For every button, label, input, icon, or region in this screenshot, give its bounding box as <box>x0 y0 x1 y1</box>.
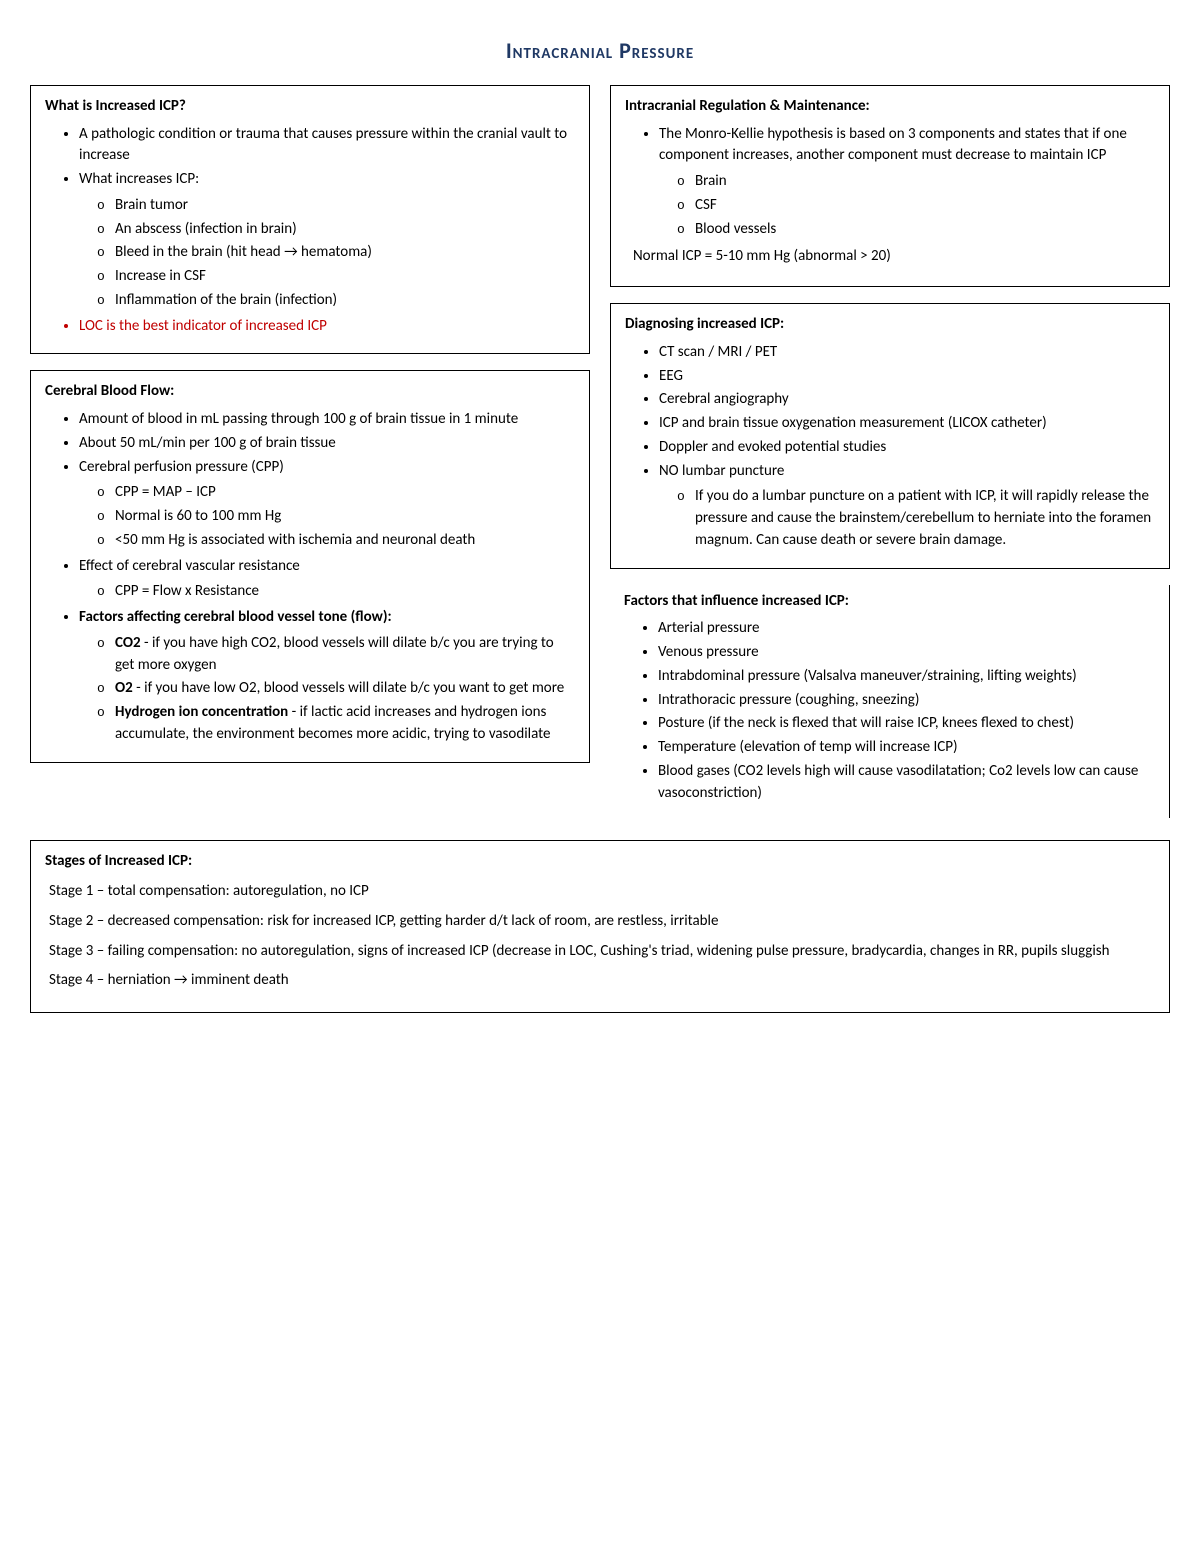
list-item: Factors affecting cerebral blood vessel … <box>79 607 575 746</box>
sub-rest: - if you have high CO2, blood vessels wi… <box>115 634 554 674</box>
box-heading: What is Increased ICP? <box>45 96 575 118</box>
page-title: Intracranial Pressure <box>30 35 1170 67</box>
sub-item: Bleed in the brain (hit head → hematoma) <box>115 242 575 264</box>
sub-item: An abscess (infection in brain) <box>115 219 575 241</box>
sub-list: CO2 - if you have high CO2, blood vessel… <box>79 633 575 746</box>
sub-list: If you do a lumbar puncture on a patient… <box>659 486 1155 551</box>
sub-item: CPP = Flow x Resistance <box>115 581 575 603</box>
list-item: Cerebral angiography <box>659 389 1155 411</box>
stage-line: Stage 4 – herniation → imminent death <box>49 970 1155 992</box>
box-diagnosing-icp: Diagnosing increased ICP: CT scan / MRI … <box>610 303 1170 569</box>
list-item-text: NO lumbar puncture <box>659 462 784 480</box>
left-column: What is Increased ICP? A pathologic cond… <box>30 85 590 779</box>
sub-item: CSF <box>695 195 1155 217</box>
list-item: Temperature (elevation of temp will incr… <box>658 737 1155 759</box>
list-item: A pathologic condition or trauma that ca… <box>79 124 575 168</box>
list-item: Intrathoracic pressure (coughing, sneezi… <box>658 690 1155 712</box>
sub-item: CPP = MAP – ICP <box>115 482 575 504</box>
box-factors-influence-icp: Factors that influence increased ICP: Ar… <box>610 585 1170 819</box>
box-stages-of-icp: Stages of Increased ICP: Stage 1 – total… <box>30 840 1170 1013</box>
sub-item: Inflammation of the brain (infection) <box>115 290 575 312</box>
box-cerebral-blood-flow: Cerebral Blood Flow: Amount of blood in … <box>30 370 590 762</box>
box1-list: A pathologic condition or trauma that ca… <box>45 124 575 338</box>
box-what-is-icp: What is Increased ICP? A pathologic cond… <box>30 85 590 355</box>
list-item: Amount of blood in mL passing through 10… <box>79 409 575 431</box>
box-heading: Stages of Increased ICP: <box>45 851 1155 873</box>
box2-list: Amount of blood in mL passing through 10… <box>45 409 575 746</box>
sub-list: CPP = MAP – ICP Normal is 60 to 100 mm H… <box>79 482 575 551</box>
list-item: ICP and brain tissue oxygenation measure… <box>659 413 1155 435</box>
sub-item: Blood vessels <box>695 219 1155 241</box>
sub-item: Brain tumor <box>115 195 575 217</box>
list-item: What increases ICP: Brain tumor An absce… <box>79 169 575 312</box>
list-item: Intrabdominal pressure (Valsalva maneuve… <box>658 666 1155 688</box>
list-item-highlight: LOC is the best indicator of increased I… <box>79 316 575 338</box>
box3-footer: Normal ICP = 5-10 mm Hg (abnormal > 20) <box>633 246 1155 268</box>
list-item: The Monro-Kellie hypothesis is based on … <box>659 124 1155 241</box>
list-item: EEG <box>659 366 1155 388</box>
list-item: Cerebral perfusion pressure (CPP) CPP = … <box>79 457 575 552</box>
list-item: CT scan / MRI / PET <box>659 342 1155 364</box>
list-item: Venous pressure <box>658 642 1155 664</box>
sub-item: O2 - if you have low O2, blood vessels w… <box>115 678 575 700</box>
sub-item: Brain <box>695 171 1155 193</box>
list-item-text: Effect of cerebral vascular resistance <box>79 557 300 575</box>
list-item-text: The Monro-Kellie hypothesis is based on … <box>659 125 1127 165</box>
box-intracranial-regulation: Intracranial Regulation & Maintenance: T… <box>610 85 1170 287</box>
sub-lead: Hydrogen ion concentration <box>115 703 288 721</box>
sub-item: If you do a lumbar puncture on a patient… <box>695 486 1155 551</box>
right-column: Intracranial Regulation & Maintenance: T… <box>610 85 1170 831</box>
sub-list: Brain CSF Blood vessels <box>659 171 1155 240</box>
list-item-text: Cerebral perfusion pressure (CPP) <box>79 458 284 476</box>
list-item-text: What increases ICP: <box>79 170 199 188</box>
box4-list: CT scan / MRI / PET EEG Cerebral angiogr… <box>625 342 1155 552</box>
list-item: NO lumbar puncture If you do a lumbar pu… <box>659 461 1155 552</box>
sub-lead: O2 <box>115 679 133 697</box>
two-column-layout: What is Increased ICP? A pathologic cond… <box>30 85 1170 831</box>
sub-list: CPP = Flow x Resistance <box>79 581 575 603</box>
sub-list: Brain tumor An abscess (infection in bra… <box>79 195 575 312</box>
sub-rest: - if you have low O2, blood vessels will… <box>133 679 564 697</box>
list-item: Posture (if the neck is flexed that will… <box>658 713 1155 735</box>
sub-lead: CO2 <box>115 634 141 652</box>
list-item: Blood gases (CO2 levels high will cause … <box>658 761 1155 805</box>
list-item: Arterial pressure <box>658 618 1155 640</box>
box5-list: Arterial pressure Venous pressure Intrab… <box>624 618 1155 804</box>
sub-item: Hydrogen ion concentration - if lactic a… <box>115 702 575 746</box>
stage-line: Stage 1 – total compensation: autoregula… <box>49 881 1155 903</box>
sub-item: <50 mm Hg is associated with ischemia an… <box>115 530 575 552</box>
box-heading: Intracranial Regulation & Maintenance: <box>625 96 1155 118</box>
sub-item: Increase in CSF <box>115 266 575 288</box>
stage-line: Stage 2 – decreased compensation: risk f… <box>49 911 1155 933</box>
stage-line: Stage 3 – failing compensation: no autor… <box>49 941 1155 963</box>
list-item: About 50 mL/min per 100 g of brain tissu… <box>79 433 575 455</box>
box-heading: Diagnosing increased ICP: <box>625 314 1155 336</box>
sub-item: CO2 - if you have high CO2, blood vessel… <box>115 633 575 677</box>
list-item: Effect of cerebral vascular resistance C… <box>79 556 575 604</box>
sub-item: Normal is 60 to 100 mm Hg <box>115 506 575 528</box>
box-heading: Cerebral Blood Flow: <box>45 381 575 403</box>
box-heading: Factors that influence increased ICP: <box>624 591 1155 613</box>
list-item-bold-lead: Factors affecting cerebral blood vessel … <box>79 608 392 626</box>
list-item: Doppler and evoked potential studies <box>659 437 1155 459</box>
box3-list: The Monro-Kellie hypothesis is based on … <box>625 124 1155 241</box>
